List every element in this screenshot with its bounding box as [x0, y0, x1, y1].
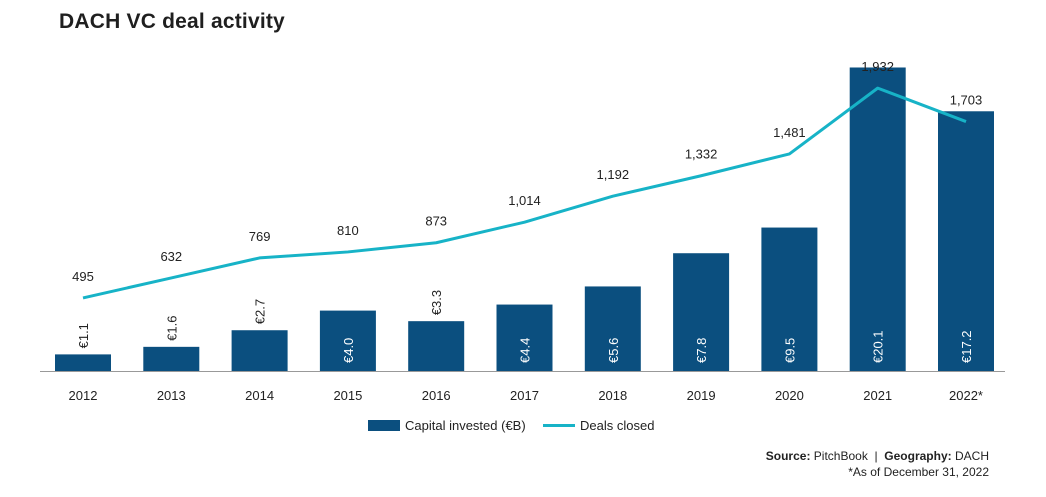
- bar-value-label: €2.7: [253, 299, 268, 324]
- line-value-label: 769: [249, 229, 271, 244]
- line-value-label: 1,014: [508, 193, 541, 208]
- source-note: Source: PitchBook | Geography: DACH: [766, 449, 989, 463]
- x-tick-label: 2022*: [949, 388, 983, 403]
- bar: [496, 304, 553, 371]
- geography-value: DACH: [954, 449, 989, 463]
- footnote: *As of December 31, 2022: [848, 465, 989, 479]
- legend-label-deals: Deals closed: [580, 418, 654, 433]
- line-value-label: 1,332: [685, 147, 718, 162]
- bar-value-label: €4.4: [518, 338, 533, 363]
- bar: [938, 111, 994, 371]
- bar-value-label: €3.3: [429, 290, 444, 315]
- bar-value-label: €5.6: [606, 338, 621, 363]
- x-tick-label: 2013: [157, 388, 186, 403]
- bar: [584, 286, 641, 371]
- line-value-label: 1,932: [861, 59, 894, 74]
- x-tick-label: 2020: [775, 388, 804, 403]
- x-tick-label: 2018: [598, 388, 627, 403]
- source-label: Source:: [765, 449, 811, 463]
- source-separator: |: [874, 449, 878, 463]
- line-value-label: 810: [337, 223, 359, 238]
- bar-value-label: €20.1: [871, 330, 886, 363]
- bar: [849, 67, 906, 372]
- bar: [319, 310, 376, 371]
- line-value-label: 495: [72, 269, 94, 284]
- bar: [231, 330, 288, 371]
- line-value-label: 1,481: [773, 125, 806, 140]
- chart-title: DACH VC deal activity: [59, 10, 285, 33]
- bar-value-label: €1.1: [76, 323, 91, 348]
- x-tick-label: 2012: [69, 388, 98, 403]
- bar: [143, 346, 200, 371]
- bar: [761, 227, 818, 371]
- line-value-label: 1,703: [950, 93, 983, 108]
- bar-value-label: €9.5: [782, 338, 797, 363]
- bar-value-label: €7.8: [694, 338, 709, 363]
- x-tick-label: 2015: [333, 388, 362, 403]
- x-tick-label: 2021: [863, 388, 892, 403]
- bar: [55, 354, 111, 371]
- bar-value-label: €1.6: [164, 316, 179, 341]
- line-value-label: 873: [425, 214, 447, 229]
- line-value-label: 632: [160, 249, 182, 264]
- legend-label-capital: Capital invested (€B): [405, 418, 526, 433]
- x-tick-label: 2016: [422, 388, 451, 403]
- source-value: PitchBook: [813, 449, 868, 463]
- bar: [408, 321, 465, 371]
- deals-closed-line: [82, 86, 967, 300]
- bar: [673, 253, 730, 371]
- x-tick-label: 2014: [245, 388, 274, 403]
- line-value-label: 1,192: [597, 167, 630, 182]
- x-tick-label: 2017: [510, 388, 539, 403]
- x-tick-label: 2019: [687, 388, 716, 403]
- geography-label: Geography:: [884, 449, 952, 463]
- legend-swatch-capital: [368, 420, 400, 431]
- bar-value-label: €17.2: [959, 330, 974, 363]
- bar-value-label: €4.0: [341, 338, 356, 363]
